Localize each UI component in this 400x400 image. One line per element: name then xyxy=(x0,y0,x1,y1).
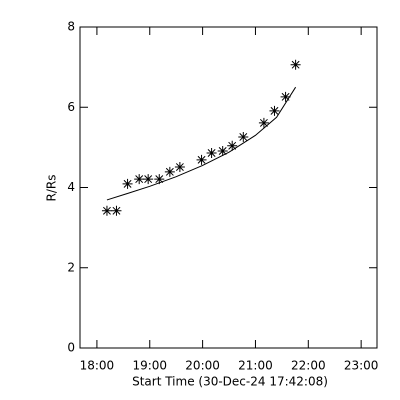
data-point xyxy=(111,205,122,216)
x-tick-label: 20:00 xyxy=(185,359,220,373)
data-point xyxy=(258,117,269,128)
fit-line xyxy=(106,86,297,201)
data-point xyxy=(238,131,249,142)
data-point xyxy=(196,154,207,165)
x-tick-label: 19:00 xyxy=(132,359,167,373)
x-tick-label: 21:00 xyxy=(238,359,273,373)
x-axis-label: Start Time (30-Dec-24 17:42:08) xyxy=(132,375,328,389)
data-point xyxy=(206,147,217,158)
x-tick-label: 23:00 xyxy=(344,359,379,373)
data-point xyxy=(280,91,291,102)
data-point xyxy=(164,166,175,177)
y-axis-label: R/Rs xyxy=(45,175,59,202)
data-point xyxy=(101,205,112,216)
data-point xyxy=(269,105,280,116)
data-point xyxy=(154,174,165,185)
y-tick-label: 0 xyxy=(67,341,75,355)
x-tick-label: 22:00 xyxy=(291,359,326,373)
data-point xyxy=(174,162,185,173)
y-tick-label: 6 xyxy=(67,100,75,114)
data-point xyxy=(122,178,133,189)
data-point xyxy=(134,174,145,185)
y-tick-label: 8 xyxy=(67,20,75,34)
data-point xyxy=(290,59,301,70)
data-point xyxy=(227,140,238,151)
y-tick-label: 4 xyxy=(67,180,75,194)
data-point xyxy=(143,174,154,185)
x-tick-label: 18:00 xyxy=(80,359,115,373)
data-point xyxy=(217,145,228,156)
y-tick-label: 2 xyxy=(67,260,75,274)
